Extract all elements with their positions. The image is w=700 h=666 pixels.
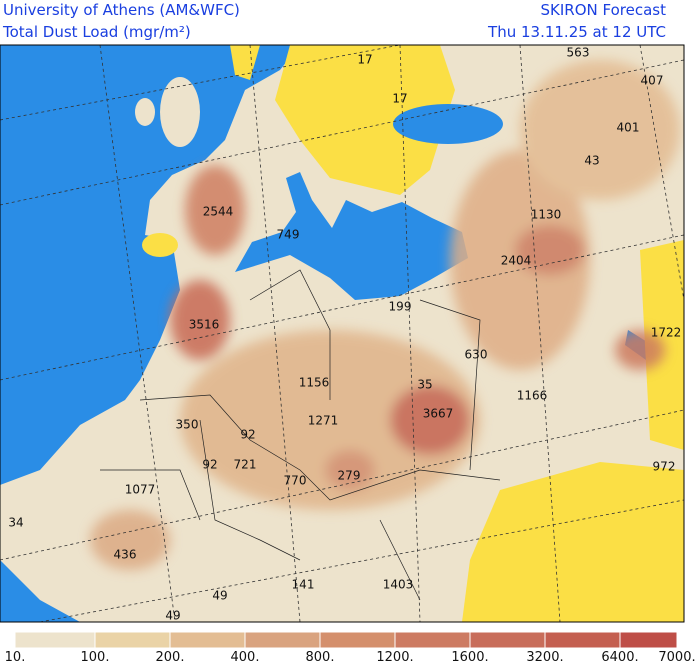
map-label: 401 <box>617 121 640 135</box>
map-label: 407 <box>641 74 664 88</box>
map-label: 141 <box>292 578 315 592</box>
map-label: 17 <box>392 92 407 106</box>
map-label: 1166 <box>517 389 548 403</box>
map-label: 350 <box>176 418 199 432</box>
map-label: 92 <box>202 458 217 472</box>
map-label: 721 <box>234 458 257 472</box>
colorbar-box <box>469 631 546 649</box>
map-label: 1403 <box>383 578 414 592</box>
model-name: SKIRON Forecast <box>541 1 667 19</box>
map-label: 49 <box>165 609 180 623</box>
map-label: 49 <box>212 589 227 603</box>
colorbar-box <box>94 631 171 649</box>
colorbar-label: 200. <box>156 650 185 662</box>
map-label: 1077 <box>125 483 156 497</box>
map-label: 436 <box>114 548 137 562</box>
map-label: 35 <box>417 378 432 392</box>
map-frame <box>0 44 685 623</box>
map-label: 34 <box>8 516 23 530</box>
map-label: 1271 <box>308 414 339 428</box>
map-label: 749 <box>277 228 300 242</box>
map-label: 199 <box>389 300 412 314</box>
map-label: 1130 <box>531 208 562 222</box>
colorbar-label: 100. <box>81 650 110 662</box>
title: University of Athens (AM&WFC) <box>3 1 240 19</box>
map-label: 3667 <box>423 407 454 421</box>
map-label: 2404 <box>501 254 532 268</box>
map-label: 770 <box>284 474 307 488</box>
map-label: 1722 <box>651 326 682 340</box>
subtitle: Total Dust Load (mgr/m²) <box>2 23 191 41</box>
map <box>0 45 684 622</box>
colorbar-box <box>244 631 321 649</box>
colorbar-label: 1200. <box>376 650 413 662</box>
colorbar-label: 6400. <box>601 650 638 662</box>
map-label: 17 <box>357 53 372 67</box>
map-label: 92 <box>240 428 255 442</box>
map-label: 972 <box>653 460 676 474</box>
valid-time: Thu 13.11.25 at 12 UTC <box>487 23 666 41</box>
map-label: 630 <box>465 348 488 362</box>
colorbar-box <box>544 631 621 649</box>
colorbar-box <box>394 631 471 649</box>
colorbar-box <box>14 631 96 649</box>
colorbar-box <box>169 631 246 649</box>
colorbar-box <box>619 631 678 649</box>
map-label: 43 <box>584 154 599 168</box>
map-label: 3516 <box>189 318 220 332</box>
colorbar-label: 3200. <box>526 650 563 662</box>
map-label: 279 <box>338 469 361 483</box>
map-label: 563 <box>567 46 590 60</box>
colorbar-label: 400. <box>231 650 260 662</box>
colorbar-label: 7000. <box>658 650 695 662</box>
map-label: 1156 <box>299 376 330 390</box>
colorbar-box <box>319 631 396 649</box>
colorbar-label: 800. <box>306 650 335 662</box>
colorbar-label: 1600. <box>451 650 488 662</box>
colorbar-label: 10. <box>5 650 26 662</box>
map-label: 2544 <box>203 205 234 219</box>
